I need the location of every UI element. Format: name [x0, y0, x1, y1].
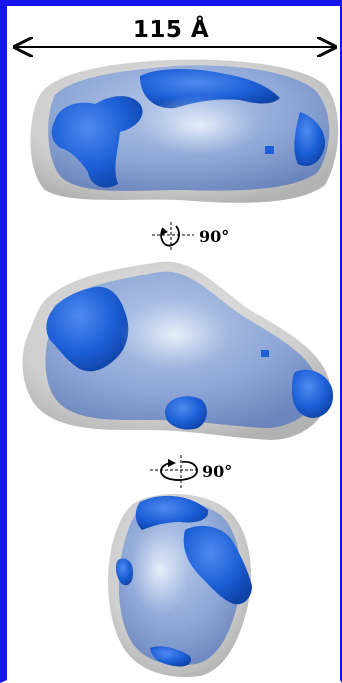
top-view [30, 59, 339, 203]
end-view-patch-top [135, 495, 209, 530]
rotation-symbol-horizontal [150, 455, 200, 490]
end-view-highlight [130, 525, 190, 615]
top-view-patch-left [51, 96, 143, 188]
rotation-symbol-vertical [152, 222, 194, 252]
side-view-patch-left [46, 286, 129, 372]
top-view-patch-right [294, 112, 326, 166]
end-view [108, 494, 252, 677]
top-view-patch-small [265, 146, 274, 154]
top-view-highlight [140, 95, 260, 155]
end-view-patch-right [183, 525, 252, 605]
rotation-label-horizontal: 90° [202, 462, 233, 481]
side-view [22, 261, 334, 440]
scale-label: 115 Å [132, 17, 210, 43]
side-view-highlight [120, 300, 230, 370]
side-view-patch-small [261, 350, 269, 357]
side-view-patch-right [292, 369, 334, 418]
end-view-patch-left [115, 558, 134, 586]
end-view-patch-bottom [150, 646, 192, 667]
rotation-label-vertical: 90° [199, 227, 230, 246]
side-view-patch-bottom [164, 396, 207, 430]
